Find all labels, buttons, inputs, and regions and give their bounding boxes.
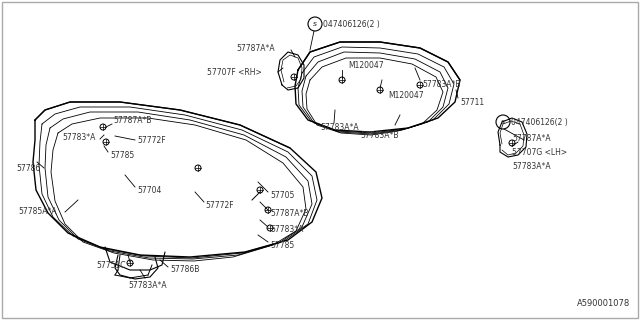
- Text: S: S: [313, 21, 317, 27]
- Text: 047406126(2 ): 047406126(2 ): [511, 117, 568, 126]
- Text: 57787A*B: 57787A*B: [113, 116, 152, 124]
- Text: 57787A*A: 57787A*A: [236, 44, 275, 52]
- Text: 57707F <RH>: 57707F <RH>: [207, 68, 262, 76]
- Text: 57772F: 57772F: [205, 202, 234, 211]
- Text: 57787A*B: 57787A*B: [270, 209, 308, 218]
- Text: 57711: 57711: [460, 98, 484, 107]
- Text: 57772F: 57772F: [137, 135, 166, 145]
- Text: 57785: 57785: [110, 150, 134, 159]
- Text: A590001078: A590001078: [577, 299, 630, 308]
- Text: 57705: 57705: [270, 190, 294, 199]
- Text: 57751C: 57751C: [96, 260, 125, 269]
- Text: 57787A*A: 57787A*A: [512, 133, 550, 142]
- Text: M120047: M120047: [348, 60, 383, 69]
- Text: 57783A*A: 57783A*A: [320, 123, 358, 132]
- Text: 047406126(2 ): 047406126(2 ): [323, 20, 380, 28]
- Text: S: S: [501, 119, 505, 124]
- Text: 57707G <LH>: 57707G <LH>: [512, 148, 567, 156]
- Text: 57783*A: 57783*A: [270, 226, 303, 235]
- Text: M120047: M120047: [388, 91, 424, 100]
- Text: 57783A*B: 57783A*B: [422, 79, 461, 89]
- Text: 57785A*A: 57785A*A: [18, 207, 56, 217]
- Text: 57783A*A: 57783A*A: [128, 281, 166, 290]
- Text: 57785: 57785: [270, 241, 294, 250]
- Text: 57783*A: 57783*A: [62, 132, 95, 141]
- Text: 57786B: 57786B: [170, 266, 200, 275]
- Text: 57783A*B: 57783A*B: [360, 131, 399, 140]
- Text: 57783A*A: 57783A*A: [512, 162, 550, 171]
- Text: 57786: 57786: [16, 164, 40, 172]
- Text: 57704: 57704: [137, 186, 161, 195]
